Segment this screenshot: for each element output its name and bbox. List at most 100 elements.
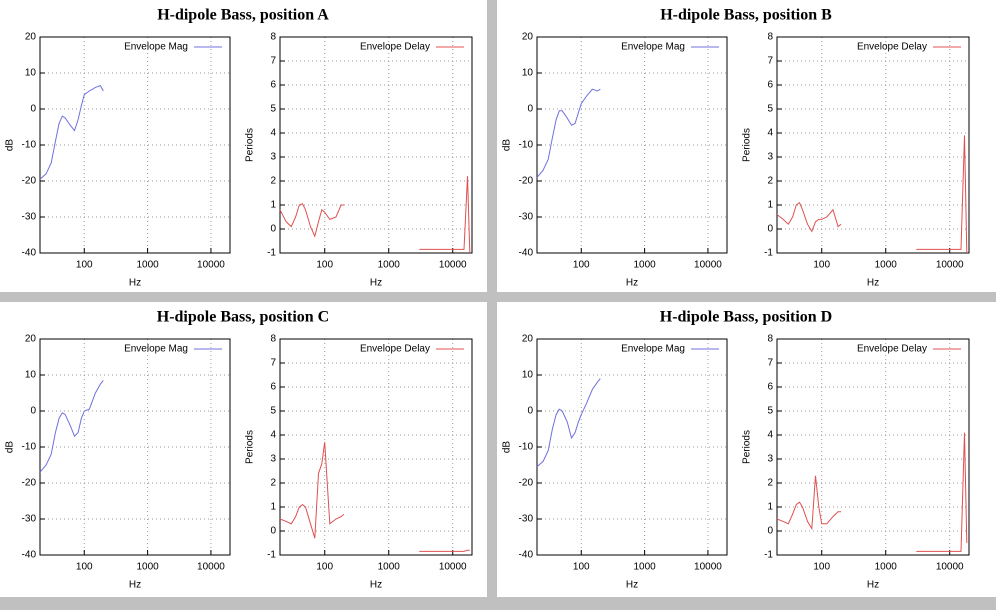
x-tick-label: 100 bbox=[316, 562, 333, 573]
legend-label: Envelope Mag bbox=[124, 344, 188, 355]
chart-title: H-dipole Bass, position A bbox=[157, 7, 329, 24]
plot-frame bbox=[279, 36, 473, 254]
y-tick-label: 2 bbox=[270, 176, 276, 187]
plot-frame bbox=[39, 338, 231, 556]
y-tick-label: -1 bbox=[267, 248, 276, 259]
y-tick-label: -20 bbox=[519, 176, 534, 187]
y-tick-label: 7 bbox=[270, 358, 276, 369]
x-tick-label: 100 bbox=[813, 260, 830, 271]
y-tick-label: 20 bbox=[522, 334, 534, 345]
y-tick-label: 0 bbox=[527, 104, 533, 115]
x-axis-label: Hz bbox=[129, 278, 141, 289]
x-tick-label: 10000 bbox=[694, 562, 722, 573]
y-tick-label: -1 bbox=[764, 248, 773, 259]
y-tick-label: -40 bbox=[22, 550, 37, 561]
y-tick-label: -1 bbox=[267, 550, 276, 561]
legend-label: Envelope Delay bbox=[360, 344, 430, 355]
y-tick-label: 0 bbox=[270, 224, 276, 235]
legend-label: Envelope Mag bbox=[621, 42, 685, 53]
y-tick-label: -30 bbox=[22, 212, 37, 223]
x-tick-label: 100 bbox=[316, 260, 333, 271]
panel bbox=[0, 302, 487, 597]
x-tick-label: 1000 bbox=[378, 260, 401, 271]
y-tick-label: 8 bbox=[270, 32, 276, 43]
y-tick-label: 3 bbox=[270, 454, 276, 465]
y-tick-label: 6 bbox=[270, 80, 276, 91]
x-tick-label: 1000 bbox=[136, 562, 159, 573]
x-tick-label: 100 bbox=[573, 562, 590, 573]
y-axis-label: dB bbox=[5, 441, 16, 454]
y-tick-label: 1 bbox=[270, 502, 276, 513]
y-tick-label: -30 bbox=[519, 514, 534, 525]
y-axis-label: Periods bbox=[742, 430, 753, 464]
data-line bbox=[279, 442, 470, 552]
data-line bbox=[279, 176, 471, 254]
y-tick-label: -10 bbox=[519, 442, 534, 453]
data-line bbox=[536, 378, 601, 468]
y-tick-label: -30 bbox=[22, 514, 37, 525]
y-tick-label: -20 bbox=[519, 478, 534, 489]
x-tick-label: 10000 bbox=[694, 260, 722, 271]
x-tick-label: 10000 bbox=[936, 260, 964, 271]
y-tick-label: -10 bbox=[22, 140, 37, 151]
x-axis-label: Hz bbox=[626, 580, 638, 591]
y-tick-label: 10 bbox=[522, 370, 534, 381]
y-tick-label: -40 bbox=[22, 248, 37, 259]
legend-label: Envelope Mag bbox=[124, 42, 188, 53]
x-axis-label: Hz bbox=[129, 580, 141, 591]
y-tick-label: 4 bbox=[270, 128, 276, 139]
plot-frame bbox=[776, 338, 970, 556]
y-axis-label: dB bbox=[5, 139, 16, 152]
plot-frame bbox=[536, 36, 728, 254]
y-tick-label: 20 bbox=[522, 32, 534, 43]
y-tick-label: 2 bbox=[767, 176, 773, 187]
y-tick-label: -10 bbox=[519, 140, 534, 151]
data-line bbox=[536, 88, 601, 178]
plot-frame bbox=[279, 338, 473, 556]
y-tick-label: -20 bbox=[22, 478, 37, 489]
y-tick-label: 6 bbox=[270, 382, 276, 393]
legend-label: Envelope Delay bbox=[857, 42, 927, 53]
y-tick-label: 4 bbox=[767, 430, 773, 441]
y-tick-label: 6 bbox=[767, 80, 773, 91]
y-tick-label: -30 bbox=[519, 212, 534, 223]
y-tick-label: 1 bbox=[270, 200, 276, 211]
y-tick-label: 10 bbox=[522, 68, 534, 79]
plot-frame bbox=[536, 338, 728, 556]
y-tick-label: -40 bbox=[519, 248, 534, 259]
y-tick-label: 5 bbox=[270, 406, 276, 417]
y-tick-label: 0 bbox=[767, 526, 773, 537]
x-tick-label: 100 bbox=[76, 562, 93, 573]
y-tick-label: 0 bbox=[527, 406, 533, 417]
y-tick-label: 7 bbox=[767, 56, 773, 67]
y-tick-label: 0 bbox=[30, 406, 36, 417]
y-tick-label: 7 bbox=[270, 56, 276, 67]
y-tick-label: 5 bbox=[767, 104, 773, 115]
y-tick-label: 0 bbox=[767, 224, 773, 235]
chart-title: H-dipole Bass, position B bbox=[660, 7, 832, 24]
y-axis-label: Periods bbox=[742, 128, 753, 162]
y-tick-label: 5 bbox=[767, 406, 773, 417]
x-axis-label: Hz bbox=[370, 580, 382, 591]
y-tick-label: 20 bbox=[25, 334, 37, 345]
y-tick-label: 7 bbox=[767, 358, 773, 369]
y-tick-label: 3 bbox=[767, 454, 773, 465]
y-tick-label: 2 bbox=[270, 478, 276, 489]
y-tick-label: 8 bbox=[767, 334, 773, 345]
x-tick-label: 100 bbox=[76, 260, 93, 271]
chart-title: H-dipole Bass, position D bbox=[660, 309, 832, 326]
y-tick-label: 5 bbox=[270, 104, 276, 115]
plot-frame bbox=[776, 36, 970, 254]
data-line bbox=[39, 380, 104, 473]
y-tick-label: 20 bbox=[25, 32, 37, 43]
y-tick-label: 3 bbox=[767, 152, 773, 163]
y-axis-label: Periods bbox=[245, 430, 256, 464]
y-tick-label: 4 bbox=[767, 128, 773, 139]
y-tick-label: -20 bbox=[22, 176, 37, 187]
y-tick-label: -10 bbox=[22, 442, 37, 453]
x-tick-label: 10000 bbox=[197, 562, 225, 573]
panel bbox=[497, 0, 996, 292]
panel bbox=[497, 302, 996, 597]
x-tick-label: 1000 bbox=[875, 562, 898, 573]
